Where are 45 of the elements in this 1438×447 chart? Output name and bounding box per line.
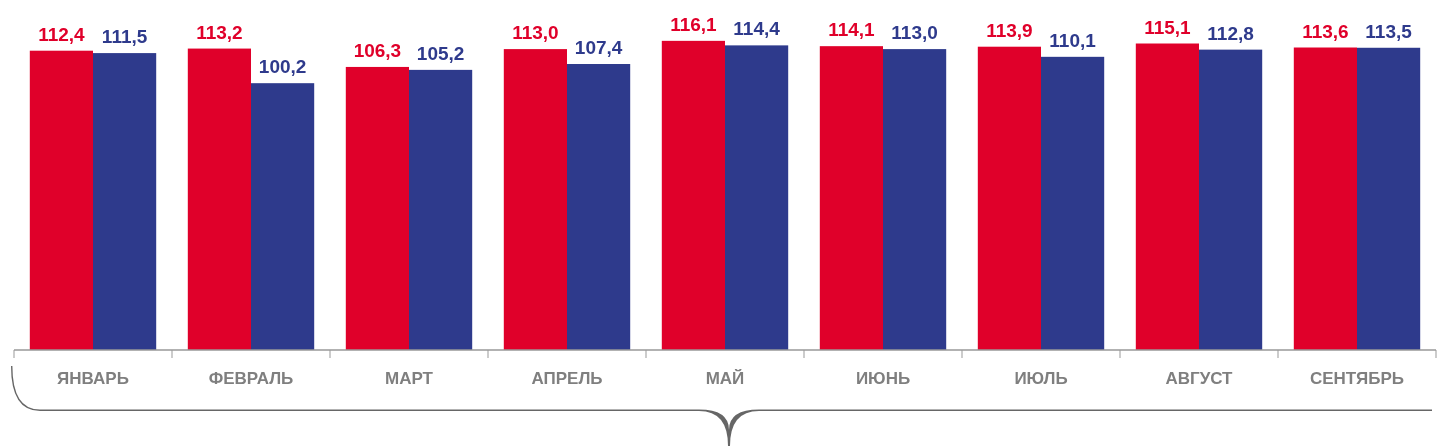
x-tick-label: ИЮНЬ (855, 369, 911, 388)
bar (93, 53, 157, 350)
x-tick-label: АПРЕЛЬ (531, 369, 603, 388)
bar (1293, 47, 1357, 350)
data-label: 116,1 (670, 13, 718, 35)
data-label: 114,1 (828, 19, 876, 41)
data-label: 115,1 (1144, 16, 1192, 38)
x-tick-label: СЕНТЯБРЬ (1309, 369, 1405, 388)
x-tick-label: ЯНВАРЬ (57, 369, 129, 388)
bar (1135, 43, 1199, 350)
data-label: 113,5 (1365, 20, 1413, 42)
data-label: 113,0 (891, 22, 938, 44)
data-label: 113,6 (1302, 20, 1349, 42)
x-tick-label: АВГУСТ (1165, 369, 1234, 388)
data-label: 107,4 (574, 37, 623, 59)
bar (883, 49, 947, 350)
bar (251, 83, 315, 350)
bar (1199, 49, 1263, 350)
data-label: 112,4 (38, 23, 86, 45)
bar (1357, 47, 1421, 350)
x-tick-label: МАРТ (385, 369, 434, 388)
data-label: 100,2 (258, 56, 307, 78)
data-label: 113,9 (986, 19, 1033, 41)
bar (819, 46, 883, 350)
bar (409, 69, 473, 350)
x-tick-label: ИЮЛЬ (1014, 369, 1068, 388)
bar (1041, 56, 1105, 350)
bar (661, 40, 725, 350)
bar (29, 50, 93, 350)
bar (977, 46, 1041, 350)
data-label: 112,8 (1207, 22, 1254, 44)
bar (187, 48, 251, 350)
bar (345, 66, 409, 350)
data-label: 106,3 (353, 39, 402, 61)
x-tick-label: МАЙ (705, 369, 745, 388)
x-tick-label: ФЕВРАЛЬ (208, 369, 294, 388)
bar (725, 45, 789, 350)
bar (503, 49, 567, 350)
data-label: 114,4 (733, 18, 781, 40)
data-label: 113,0 (512, 22, 559, 44)
data-label: 111,5 (101, 26, 148, 48)
bar (567, 64, 631, 350)
data-label: 105,2 (416, 42, 465, 64)
data-label: 110,1 (1049, 29, 1097, 51)
data-label: 113,2 (196, 21, 243, 43)
